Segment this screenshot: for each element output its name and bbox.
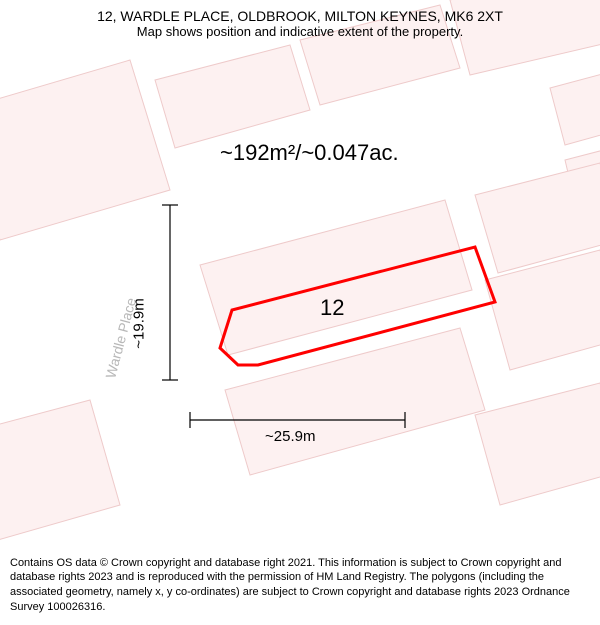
area-label: ~192m²/~0.047ac. [220,140,399,166]
building-shape [0,400,120,548]
building-shape [155,45,310,148]
background-buildings [0,0,600,548]
building-shape [225,328,485,475]
page-title: 12, WARDLE PLACE, OLDBROOK, MILTON KEYNE… [10,8,590,24]
map-area: ~192m²/~0.047ac. 12 ~19.9m ~25.9m Wardle… [0,0,600,625]
building-shape [475,383,600,505]
plot-number: 12 [320,295,344,321]
page-subtitle: Map shows position and indicative extent… [10,24,590,39]
header: 12, WARDLE PLACE, OLDBROOK, MILTON KEYNE… [0,0,600,43]
building-shape [550,64,600,145]
building-shape [200,200,472,355]
width-dimension-label: ~25.9m [265,428,315,445]
map-svg [0,0,600,625]
copyright-footer: Contains OS data © Crown copyright and d… [0,550,600,625]
building-shape [0,60,170,240]
